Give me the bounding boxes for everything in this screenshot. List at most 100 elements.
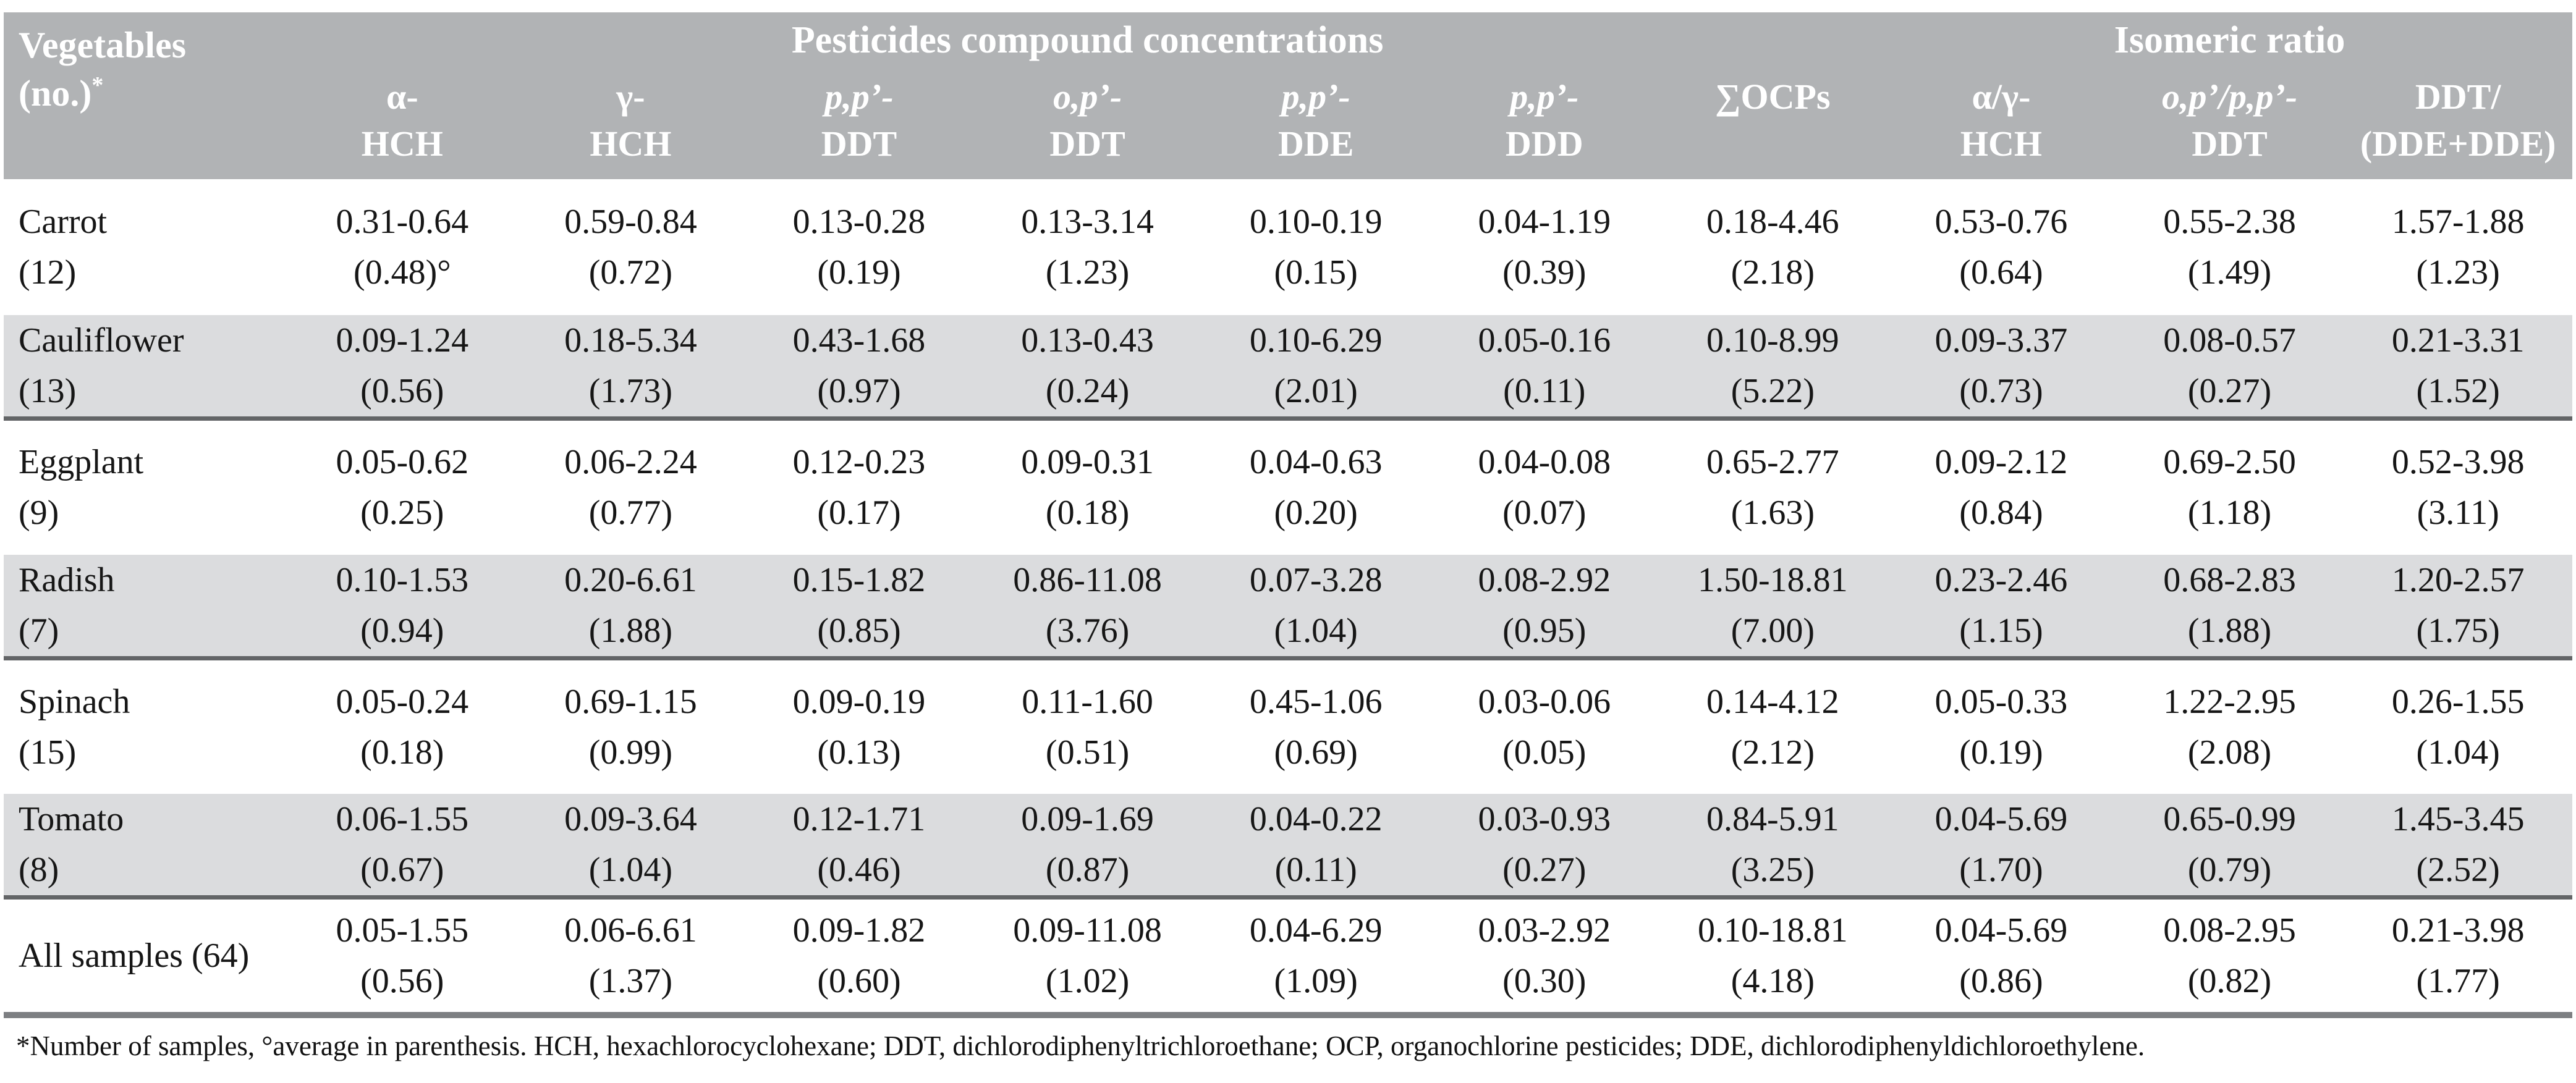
cell-range: 0.68-2.83 [2163, 560, 2296, 599]
data-cell: 0.14-4.12 (2.12) [1659, 658, 1888, 794]
cell-average: (1.23) [2416, 253, 2500, 292]
table-body: Carrot (12) 0.31-0.64 (0.48)° 0.59-0.84 (0.72… [4, 179, 2572, 1018]
subheader-row: α- HCH γ- HCH p,p’- DDT o,p’- DDT p,p’- DDE p,p’- D… [4, 71, 2572, 179]
cell-range: 0.10-6.29 [1249, 321, 1383, 360]
cell-average: (1.88) [588, 611, 673, 650]
cell-average: (0.95) [1502, 611, 1587, 650]
cell-average: (2.12) [1731, 733, 1815, 772]
data-cell: 1.20-2.57 (1.75) [2344, 554, 2572, 660]
data-cell: 0.65-0.99 (0.79) [2115, 794, 2344, 900]
data-cell: 0.18-4.46 (2.18) [1659, 179, 1888, 315]
column-header-line2: HCH [361, 124, 443, 164]
cell-range: 0.04-1.19 [1478, 203, 1611, 241]
data-cell: 0.06-2.24 (0.77) [517, 419, 745, 555]
table-row: Cauliflower (13) 0.09-1.24 (0.56) 0.18-5.34 (… [4, 315, 2572, 421]
cell-range: 0.52-3.98 [2391, 443, 2525, 482]
cell-range: 0.03-0.06 [1478, 682, 1611, 721]
cell-average: (1.70) [1959, 851, 2043, 889]
cell-average: (1.02) [1045, 961, 1130, 1000]
data-cell: 0.04-5.69 (0.86) [1887, 897, 2116, 1018]
column-header-line2: (DDE+DDE) [2360, 124, 2556, 164]
cell-range: 0.10-18.81 [1698, 911, 1848, 950]
data-cell: 0.11-1.60 (0.51) [973, 658, 1202, 794]
vegetables-header-line1: Vegetables [19, 25, 187, 65]
column-header-line2: DDD [1505, 124, 1583, 164]
data-cell: 0.84-5.91 (3.25) [1658, 794, 1888, 900]
data-cell: 0.05-0.33 (0.19) [1887, 658, 2116, 794]
data-cell: 0.08-0.57 (0.27) [2115, 315, 2344, 421]
cell-average: (0.11) [1503, 372, 1586, 410]
cell-range: 1.20-2.57 [2391, 560, 2525, 599]
table-row: Eggplant (9) 0.05-0.62 (0.25) 0.06-2.24 (0.77… [4, 418, 2572, 555]
table-row: Spinach (15) 0.05-0.24 (0.18) 0.69-1.15 (0.99… [4, 658, 2572, 794]
data-cell: 1.57-1.88 (1.23) [2344, 179, 2572, 315]
cell-range: 1.57-1.88 [2391, 203, 2525, 241]
column-header-line2: DDT [1049, 124, 1125, 164]
row-label: Cauliflower [19, 321, 184, 360]
row-sample-count: (15) [19, 733, 77, 772]
cell-range: 0.08-2.95 [2163, 911, 2296, 950]
data-cell: 0.59-0.84 (0.72) [517, 179, 745, 315]
column-header-line2: DDT [2192, 124, 2268, 164]
cell-range: 0.09-1.24 [336, 321, 469, 360]
cell-range: 0.04-0.08 [1478, 443, 1611, 482]
cell-range: 0.84-5.91 [1706, 800, 1839, 838]
row-label-cell: All samples (64) [4, 897, 288, 1018]
cell-range: 0.13-0.28 [792, 203, 926, 241]
cell-range: 1.22-2.95 [2163, 682, 2296, 721]
data-cell: 0.05-0.62 (0.25) [288, 419, 517, 555]
vegetables-header-line2: (no.) [19, 73, 92, 114]
cell-range: 0.03-0.93 [1478, 800, 1611, 838]
cell-range: 0.09-2.12 [1934, 443, 2068, 482]
cell-average: (1.04) [588, 851, 673, 889]
data-cell: 0.10-1.53 (0.94) [288, 554, 517, 660]
cell-range: 0.55-2.38 [2163, 203, 2296, 241]
data-cell: 0.09-1.24 (0.56) [288, 315, 517, 421]
cell-average: (0.69) [1274, 733, 1358, 772]
data-cell: 0.04-6.29 (1.09) [1201, 897, 1430, 1018]
column-header-line1: α/γ- [1972, 77, 2031, 117]
cell-average: (0.64) [1959, 253, 2043, 292]
cell-average: (1.23) [1045, 253, 1130, 292]
cell-average: (0.17) [817, 494, 901, 533]
data-cell: 0.69-2.50 (1.18) [2116, 419, 2344, 555]
data-cell: 0.04-0.08 (0.07) [1430, 419, 1659, 555]
cell-range: 1.45-3.45 [2391, 800, 2525, 838]
cell-range: 0.05-0.16 [1478, 321, 1611, 360]
cell-average: (1.09) [1274, 961, 1358, 1000]
table-header: Vegetables (no.)* Pesticides compound co… [4, 12, 2572, 179]
row-sample-count: (13) [19, 372, 77, 410]
cell-average: (0.97) [817, 372, 901, 410]
cell-average: (0.19) [817, 253, 901, 292]
cell-range: 0.65-0.99 [2163, 800, 2296, 838]
data-cell: 0.04-5.69 (1.70) [1887, 794, 2116, 900]
data-cell: 0.07-3.28 (1.04) [1201, 554, 1430, 660]
data-cell: 0.10-0.19 (0.15) [1201, 179, 1430, 315]
data-cell: 0.21-3.98 (1.77) [2344, 897, 2572, 1018]
row-label: Radish [19, 560, 115, 599]
column-header-3: o,p’- DDT [973, 71, 1202, 179]
cell-range: 0.08-0.57 [2163, 321, 2296, 360]
row-label-cell: Radish (7) [4, 554, 288, 660]
cell-average: (3.25) [1731, 851, 1815, 889]
data-cell: 0.05-0.16 (0.11) [1430, 315, 1659, 421]
row-sample-count: (7) [19, 611, 59, 650]
column-header-line1: α- [386, 77, 418, 117]
cell-range: 0.14-4.12 [1706, 682, 1839, 721]
row-label-cell: Tomato (8) [4, 794, 288, 900]
column-header-9: DDT/ (DDE+DDE) [2344, 71, 2572, 179]
cell-range: 0.69-1.15 [564, 682, 697, 721]
cell-average: (0.18) [360, 733, 444, 772]
cell-range: 0.13-0.43 [1021, 321, 1154, 360]
column-header-line1: p,p’- [824, 77, 894, 117]
cell-range: 0.06-2.24 [564, 443, 697, 482]
cell-average: (3.76) [1045, 611, 1130, 650]
cell-average: (1.88) [2187, 611, 2272, 650]
cell-average: (4.18) [1731, 961, 1815, 1000]
data-cell: 0.09-1.82 (0.60) [745, 897, 973, 1018]
cell-range: 0.04-0.63 [1249, 443, 1383, 482]
data-cell: 0.53-0.76 (0.64) [1887, 179, 2116, 315]
data-cell: 0.21-3.31 (1.52) [2344, 315, 2572, 421]
data-cell: 0.68-2.83 (1.88) [2115, 554, 2344, 660]
